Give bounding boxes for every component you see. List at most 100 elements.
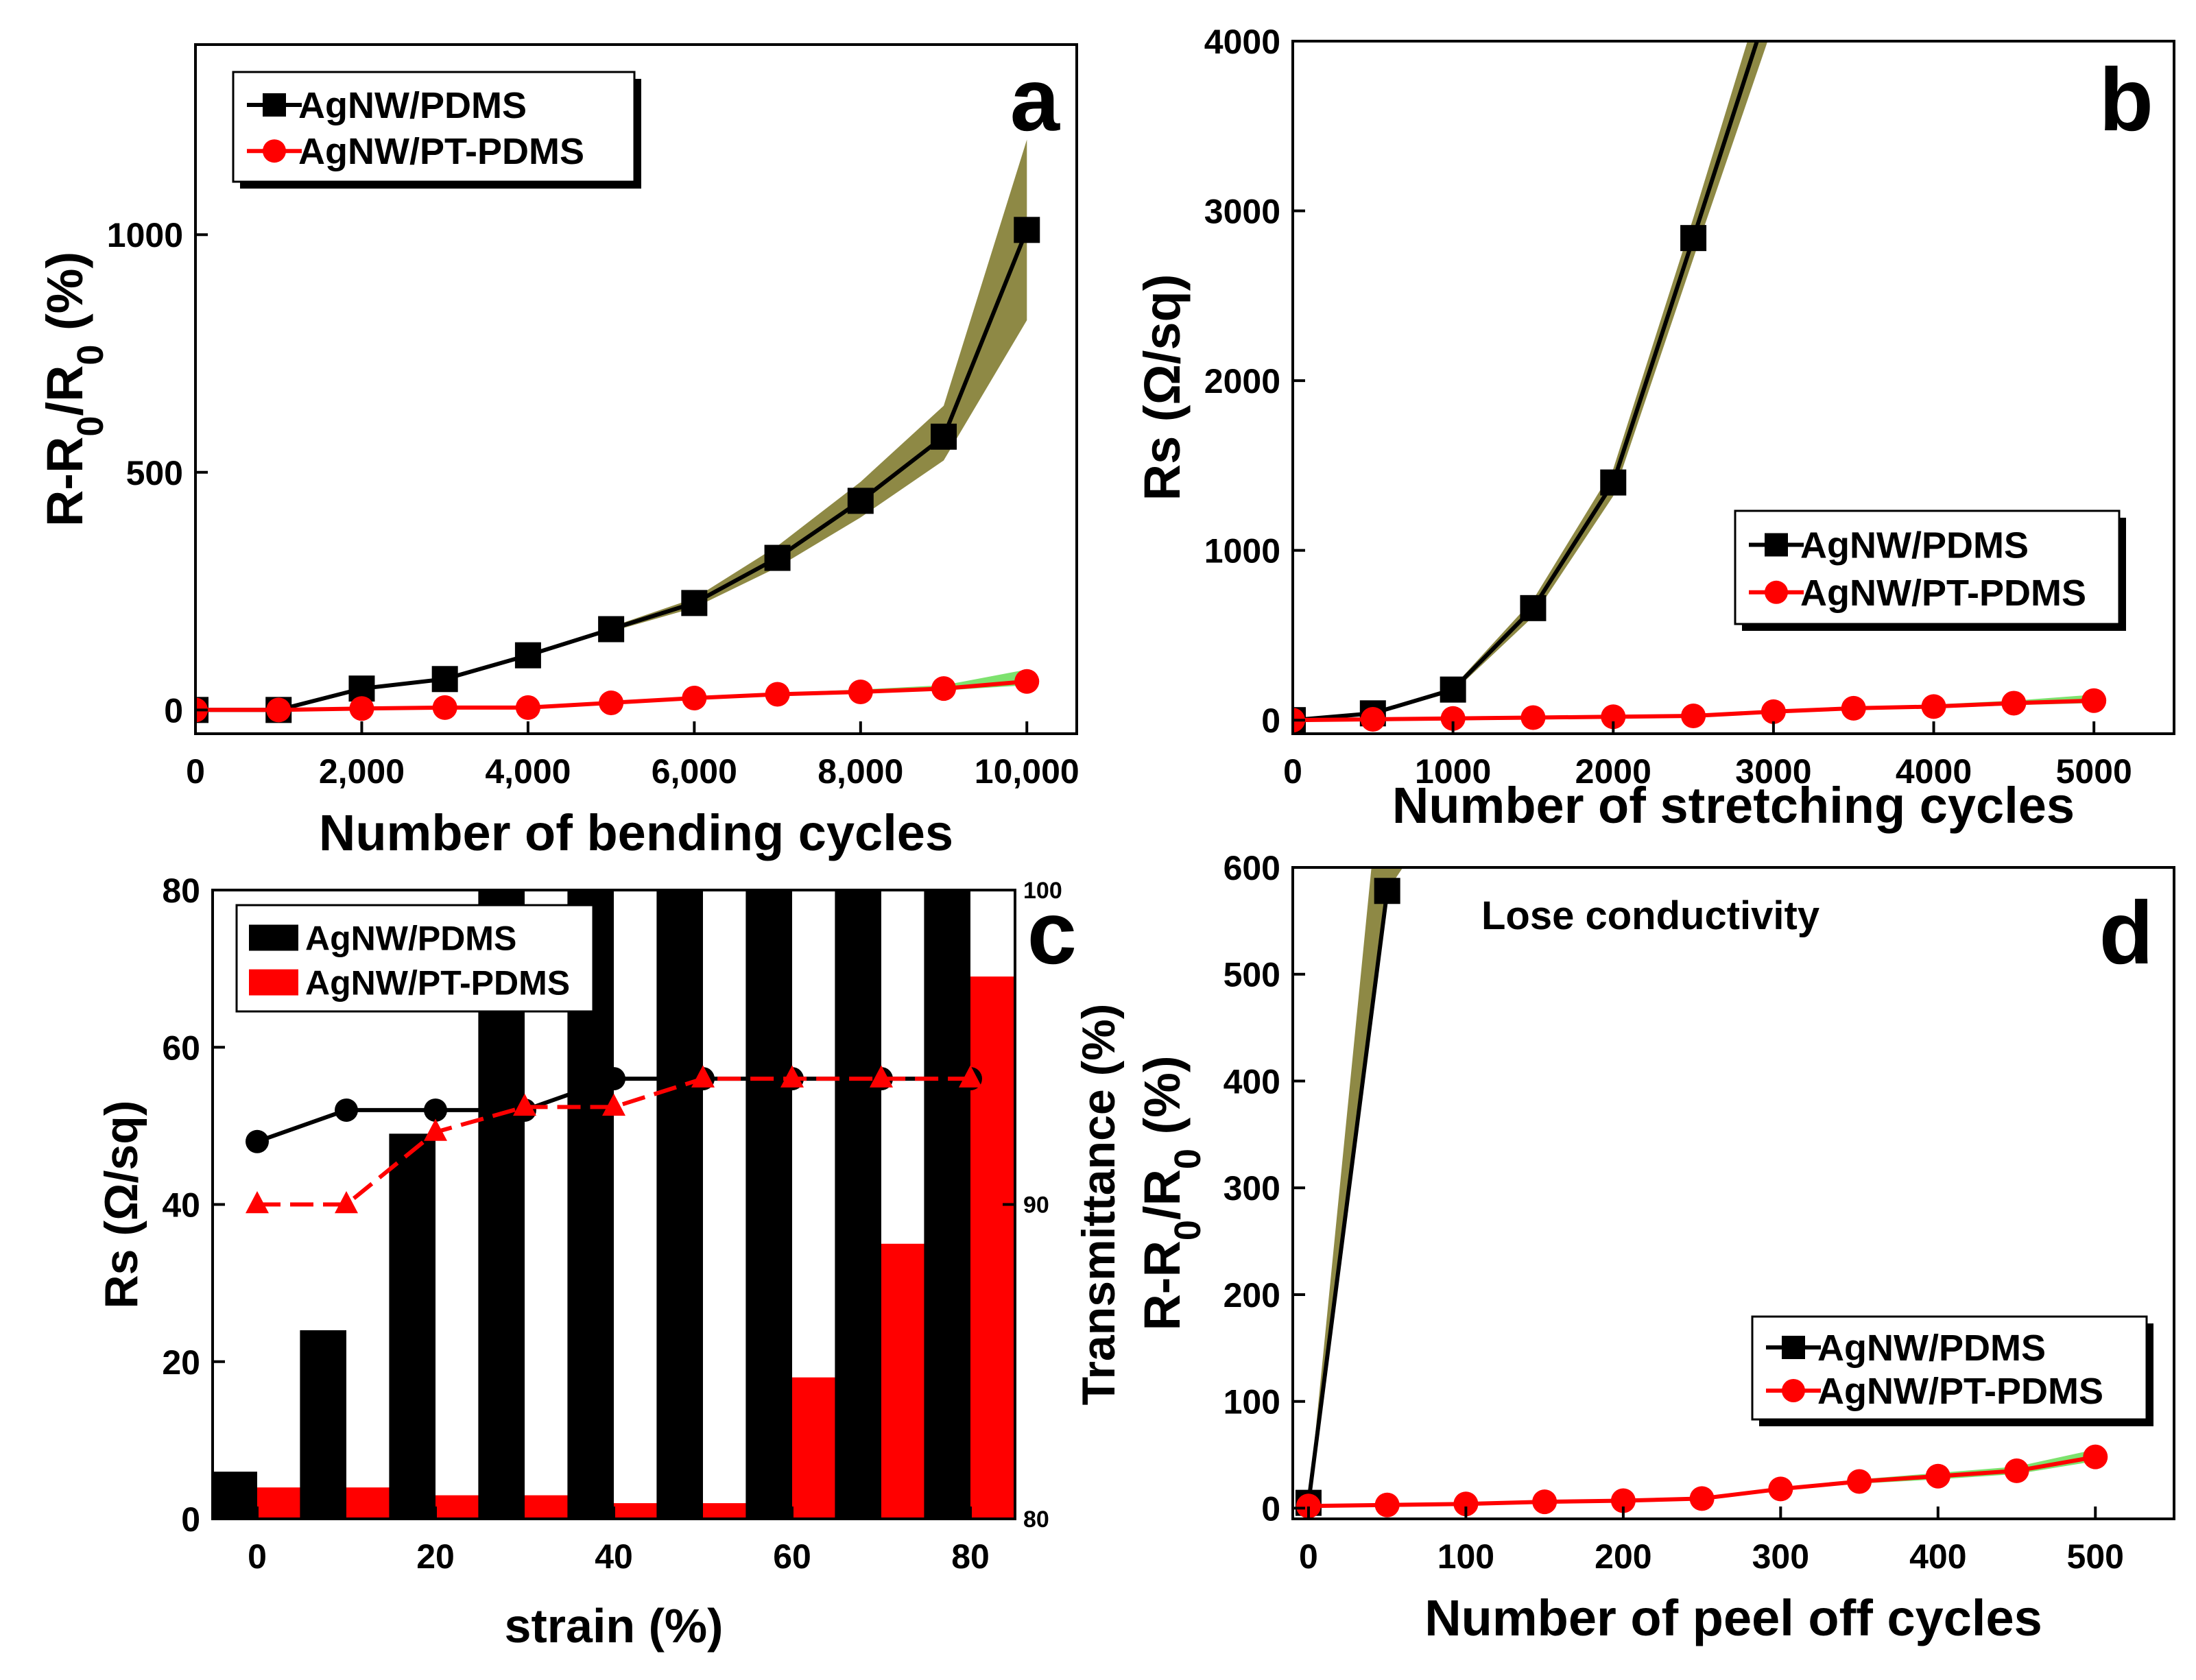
data-point [931,423,957,450]
legend-marker [1782,1379,1805,1402]
bar-pt-pdms [792,1377,839,1519]
y-axis-label: R-R0/R0 (%) [36,252,111,527]
transmittance-point [691,1065,715,1088]
y-tick-label-right: 90 [1023,1192,1049,1219]
plot-frame [194,43,1078,735]
x-tick-label: 0 [248,1537,267,1576]
plot-frame [1291,40,2175,735]
data-point [765,682,790,707]
legend-box [1734,509,2121,625]
transmittance-point [959,1065,982,1088]
data-point [1296,1493,1321,1519]
x-tick-label: 4,000 [485,752,571,791]
legend-label: AgNW/PT-PDMS [1817,1371,2103,1412]
bar-pt-pdms [346,1487,393,1519]
y-axis-label-part: 0 [1167,1149,1208,1169]
y-axis-label-part: R-R [36,437,93,527]
x-tick-label: 60 [773,1537,811,1576]
y-axis-label-right: Transmittance (%) [1073,1004,1125,1406]
y-tick-label: 100 [1224,1383,1280,1421]
x-tick-label: 5000 [2056,752,2132,791]
x-tick-label: 2000 [1575,752,1651,791]
legend-box [235,904,595,1013]
x-tick-label: 10,000 [975,752,1079,791]
bar-pdms [835,890,881,1519]
data-point [682,686,707,711]
legend-marker [263,139,286,163]
data-point [1014,669,1040,694]
y-tick-label: 0 [1261,701,1280,740]
x-tick-label: 8,000 [817,752,903,791]
bar-pt-pdms [881,1243,928,1519]
bar-pt-pdms [970,976,1015,1519]
data-point [1847,1469,1872,1494]
y-tick-label: 60 [162,1029,200,1067]
bar-pdms [924,890,970,1519]
panel-c: 0 20 40 60 80 0 20 40 60 80 80 90 100 strain (%) Rs (Ω… [95,872,1125,1653]
data-point [2004,1458,2029,1483]
data-point [1761,699,1786,724]
legend-box [232,71,636,183]
data-point [1925,1463,1950,1489]
y-tick-label: 0 [181,1500,200,1539]
y-tick-label: 500 [1224,956,1280,994]
bar-pdms [389,1133,435,1519]
data-point [598,616,625,643]
x-tick-label: 0 [1299,1537,1318,1576]
y-tick-label: 4000 [1204,23,1280,61]
data-point [2083,1444,2108,1469]
plot-area [195,139,1040,723]
legend-label: AgNW/PT-PDMS [1800,573,2086,614]
bar-pdms [656,890,703,1519]
data-point [1520,595,1547,621]
y-tick-label: 200 [1224,1276,1280,1315]
y-tick-label: 400 [1224,1062,1280,1101]
data-point [848,680,873,705]
transmittance-line-pt-pdms [257,1077,970,1207]
data-point [431,666,458,693]
plot-area [1293,41,2107,734]
y-tick-label: 2000 [1204,362,1280,400]
x-axis-label: Number of bending cycles [319,804,953,861]
x-axis-label: strain (%) [505,1599,724,1653]
legend-label: AgNW/PT-PDMS [305,964,570,1003]
panel-a: 0 2,000 4,000 6,000 8,000 10,000 0 500 1000 Numbe… [36,43,1079,861]
plot-area [213,890,1015,1519]
data-point [1921,694,1946,719]
data-point [1440,706,1466,731]
panel-letter: a [1010,49,1061,149]
legend-label: AgNW/PT-PDMS [298,131,584,172]
y-axis-label: R-R0/R0 (%) [1134,1055,1208,1330]
transmittance-point [335,1190,358,1214]
x-tick-label: 0 [186,752,205,791]
data-point [1610,1488,1636,1513]
data-point [1532,1489,1558,1515]
y-axis-label-part: R-R [1134,1240,1191,1331]
plot-area [1295,867,2108,1519]
panel-d: 0 100 200 300 400 500 0 100 200 300 400 500 600 Numbe… [1134,849,2175,1646]
transmittance-point [602,1093,625,1116]
transmittance-point [424,1118,447,1141]
transmittance-point [602,1067,625,1091]
bar-pt-pdms [257,1487,304,1519]
y-axis-label-part: (%) [36,252,93,345]
panel-letter: c [1027,883,1077,983]
legend-marker [1765,580,1788,604]
plot-frame [1291,866,2175,1520]
data-point [2081,688,2107,713]
y-tick-label: 3000 [1204,193,1280,231]
data-point [1453,1491,1479,1517]
y-axis-label: Rs (Ω/sq) [1134,274,1191,501]
data-point [931,676,957,701]
panel-letter: b [2099,49,2153,149]
data-point [847,488,874,514]
data-point [1841,695,1866,721]
x-axis-label: Number of peel off cycles [1424,1589,2042,1646]
y-tick-label: 1000 [107,216,183,254]
panel-letter: d [2099,883,2153,983]
y-axis-label-part: 0 [70,416,111,437]
bar-pdms [745,890,792,1519]
data-point [764,544,791,571]
bar-pt-pdms [703,1503,750,1519]
transmittance-point [335,1098,358,1122]
